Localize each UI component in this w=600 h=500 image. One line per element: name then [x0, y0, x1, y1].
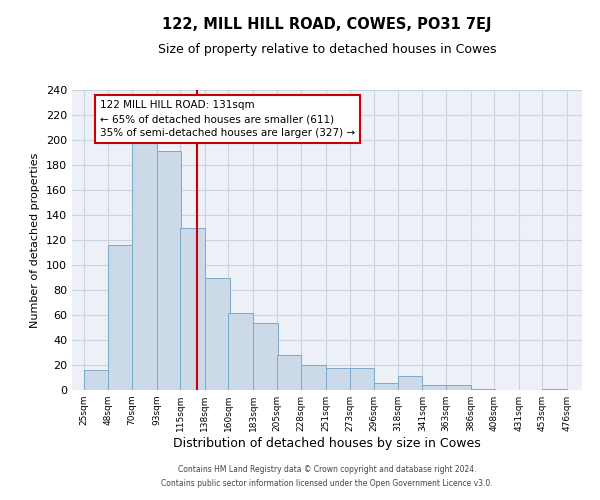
- Bar: [374, 382, 399, 390]
- Text: Size of property relative to detached houses in Cowes: Size of property relative to detached ho…: [158, 42, 496, 56]
- Bar: [157, 151, 181, 390]
- Bar: [446, 385, 470, 390]
- Text: Contains HM Land Registry data © Crown copyright and database right 2024.
Contai: Contains HM Land Registry data © Crown c…: [161, 466, 493, 487]
- Bar: [84, 370, 109, 390]
- Bar: [205, 278, 229, 390]
- Bar: [301, 365, 326, 390]
- Bar: [109, 245, 133, 390]
- X-axis label: Distribution of detached houses by size in Cowes: Distribution of detached houses by size …: [173, 437, 481, 450]
- Bar: [542, 389, 567, 390]
- Bar: [349, 368, 374, 390]
- Bar: [277, 355, 301, 390]
- Bar: [398, 376, 422, 390]
- Bar: [253, 322, 278, 390]
- Bar: [132, 142, 157, 390]
- Bar: [470, 389, 495, 390]
- Bar: [180, 228, 205, 390]
- Text: 122, MILL HILL ROAD, COWES, PO31 7EJ: 122, MILL HILL ROAD, COWES, PO31 7EJ: [162, 18, 492, 32]
- Bar: [422, 385, 447, 390]
- Bar: [326, 368, 350, 390]
- Bar: [229, 312, 253, 390]
- Text: 122 MILL HILL ROAD: 131sqm
← 65% of detached houses are smaller (611)
35% of sem: 122 MILL HILL ROAD: 131sqm ← 65% of deta…: [100, 100, 355, 138]
- Y-axis label: Number of detached properties: Number of detached properties: [31, 152, 40, 328]
